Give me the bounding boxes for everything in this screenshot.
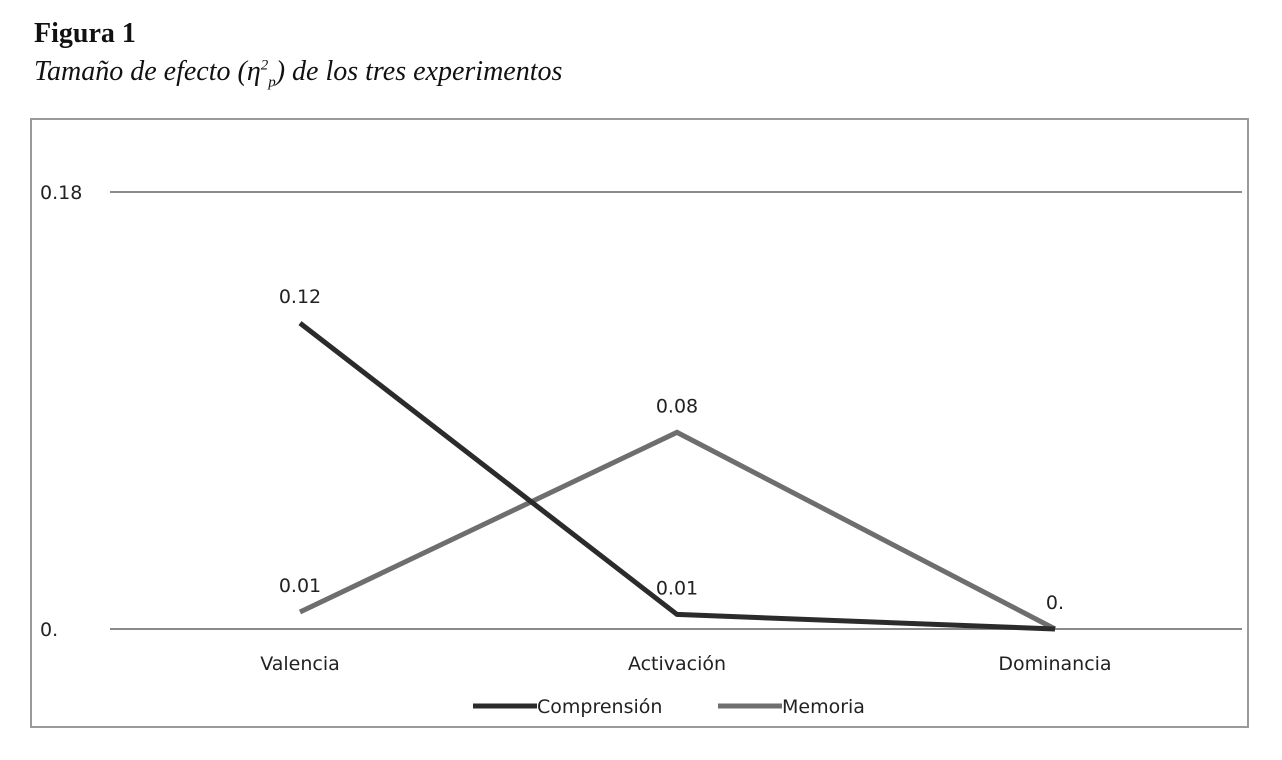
series-line-memoria	[298, 429, 1057, 632]
chart-frame	[30, 118, 1249, 728]
data-label: 0.	[1046, 592, 1064, 614]
caption-sup: 2	[260, 57, 269, 74]
y-tick-label: 0.18	[40, 182, 82, 204]
caption-sub: p	[268, 74, 276, 91]
data-label: 0.08	[656, 395, 698, 417]
x-tick-label: Activación	[628, 653, 726, 675]
x-tick-label: Valencia	[260, 653, 340, 675]
caption-text: Tamaño de efecto (η	[34, 56, 261, 87]
caption-text-end: ) de los tres experimentos	[275, 56, 563, 87]
data-label: 0.01	[279, 575, 321, 597]
figure-label: Figura 1	[34, 18, 136, 49]
x-tick-label: Dominancia	[998, 653, 1111, 675]
data-label: 0.12	[279, 286, 321, 308]
data-label: 0.01	[656, 577, 698, 599]
figure-caption: Tamaño de efecto (η2p) de los tres exper…	[34, 56, 562, 92]
legend-label: Comprensión	[537, 696, 662, 718]
legend-label: Memoria	[782, 696, 865, 718]
y-tick-label: 0.	[40, 619, 58, 641]
